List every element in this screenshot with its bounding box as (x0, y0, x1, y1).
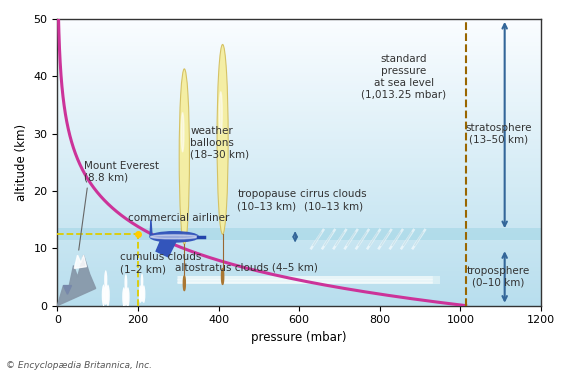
Ellipse shape (142, 285, 145, 303)
Text: weather
balloons
(18–30 km): weather balloons (18–30 km) (190, 126, 250, 159)
Ellipse shape (222, 269, 223, 285)
Ellipse shape (124, 288, 128, 306)
Ellipse shape (184, 276, 185, 290)
Text: commercial airliner: commercial airliner (128, 212, 229, 222)
Text: Mount Everest
(8.8 km): Mount Everest (8.8 km) (84, 161, 158, 182)
Text: altostratus clouds (4–5 km): altostratus clouds (4–5 km) (176, 262, 318, 272)
Ellipse shape (124, 274, 127, 292)
Ellipse shape (150, 235, 198, 239)
Text: © Encyclopædia Britannica, Inc.: © Encyclopædia Britannica, Inc. (6, 361, 152, 370)
Ellipse shape (140, 286, 144, 302)
Ellipse shape (181, 113, 184, 152)
Polygon shape (150, 220, 152, 237)
Ellipse shape (122, 287, 125, 307)
Text: stratosphere
(13–50 km): stratosphere (13–50 km) (465, 123, 532, 144)
Ellipse shape (179, 69, 189, 244)
Ellipse shape (139, 285, 142, 303)
Text: cumulus clouds
(1–2 km): cumulus clouds (1–2 km) (120, 252, 201, 274)
Ellipse shape (104, 270, 107, 289)
Text: troposphere
(0–10 km): troposphere (0–10 km) (467, 266, 530, 288)
Polygon shape (74, 255, 87, 268)
Ellipse shape (150, 232, 198, 242)
Ellipse shape (126, 287, 129, 307)
Ellipse shape (217, 44, 228, 234)
Ellipse shape (106, 285, 110, 306)
Text: standard
pressure
at sea level
(1,013.25 mbar): standard pressure at sea level (1,013.25… (361, 54, 446, 99)
Ellipse shape (103, 286, 108, 305)
Text: tropopause
(10–13 km): tropopause (10–13 km) (237, 189, 296, 211)
Polygon shape (58, 255, 96, 306)
Polygon shape (63, 286, 71, 294)
Polygon shape (156, 237, 178, 257)
Ellipse shape (219, 92, 222, 134)
Ellipse shape (141, 273, 143, 289)
X-axis label: pressure (mbar): pressure (mbar) (251, 331, 347, 344)
Text: cirrus clouds
(10–13 km): cirrus clouds (10–13 km) (300, 189, 367, 211)
Y-axis label: altitude (km): altitude (km) (15, 124, 28, 201)
Ellipse shape (101, 285, 105, 306)
